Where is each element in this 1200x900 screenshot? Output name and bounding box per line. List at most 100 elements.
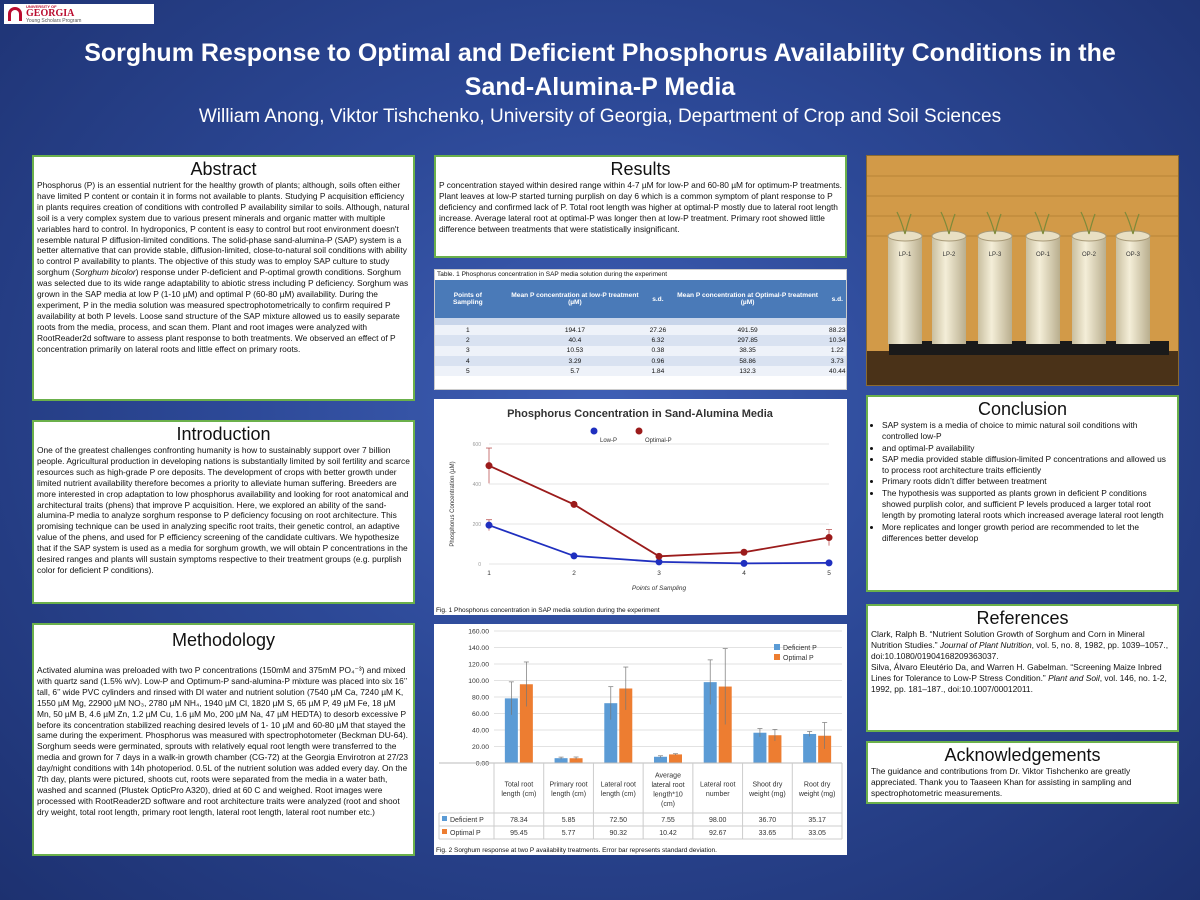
legend-label: Low-P [600,438,617,444]
arch-icon [8,7,22,21]
y-tick-label: 20.00 [472,744,489,751]
legend-label: Deficient P [783,645,817,652]
list-item: and optimal-P availability [882,443,1173,454]
y-tick-label: 0.00 [476,761,489,768]
bar [718,686,732,763]
cylinder-top [1071,230,1107,242]
y-tick-label: 0 [478,562,481,568]
cylinder-top [931,230,967,242]
table-header: Points of Sampling [435,280,501,318]
poster-authors: William Anong, Viktor Tishchenko, Univer… [198,106,1002,127]
reference-1: Clark, Ralph B. “Nutrient Solution Growt… [871,629,1169,661]
conclusion-heading: Conclusion [977,399,1068,419]
methodology-heading: Methodology [171,630,276,650]
results-heading: Results [610,159,671,179]
results-panel: Results P concentration stayed within de… [434,155,847,258]
cylinder-top [887,230,923,242]
table-row: 3 10.53 0.38 38.35 1.22 [435,345,846,356]
y-tick-label: 120.00 [468,662,489,669]
x-tick-label: 2 [572,570,576,577]
data-label: 33.05 [808,830,826,837]
y-tick-label: 160.00 [468,629,489,636]
poster-title: Sorghum Response to Optimal and Deficien… [20,36,1180,104]
category-label: Average lateral root length*10 (cm) [651,773,684,809]
table-row: 2 40.4 6.32 297.85 10.34 [435,335,846,346]
cylinder-label: OP-2 [1082,252,1097,258]
sorghum-sprout [1124,211,1140,235]
y-tick-label: 80.00 [472,695,489,702]
line-chart-panel: Phosphorus Concentration in Sand-Alumina… [434,399,847,615]
logo-line3: Young Scholars Program [26,17,82,24]
category-label: Shoot dry weight (mg) [748,782,786,799]
bar [803,733,817,763]
introduction-text: One of the greatest challenges confronti… [37,445,410,575]
cylinder-top [1025,230,1061,242]
bar [504,698,518,763]
cylinder-label: OP-3 [1126,252,1141,258]
abstract-text: Phosphorus (P) is an essential nutrient … [37,180,410,354]
sorghum-sprout [940,211,956,235]
data-point [740,559,748,567]
bar [569,758,583,763]
legend-label: Optimal P [783,655,814,662]
pvc-cylinder [932,236,966,344]
cylinder-top [1115,230,1151,242]
bar [768,735,782,763]
legend-marker [774,644,780,650]
list-item: SAP system is a media of choice to mimic… [882,420,1173,443]
abstract-heading: Abstract [190,159,257,179]
sorghum-sprout [986,211,1002,235]
sorghum-sprout [896,211,912,235]
pvc-cylinder [1072,236,1106,344]
x-tick-label: 5 [827,570,831,577]
introduction-heading: Introduction [176,424,271,444]
category-label: Lateral root number [700,782,735,799]
data-label: 33.65 [759,830,777,837]
bar-chart-panel: 0.00 20.00 40.00 60.00 80.00 100.00 120.00 140.… [434,624,847,855]
bar [619,688,633,763]
acknowledgements-panel: Acknowledgements The guidance and contri… [866,741,1179,804]
acknowledgements-heading: Acknowledgements [944,745,1101,765]
pvc-cylinder [888,236,922,344]
x-axis-label: Points of Sampling [632,585,687,592]
table-row: 5 5.7 1.84 132.3 40.44 [435,366,846,377]
methodology-text: Activated alumina was preloaded with two… [37,665,409,817]
title-line1: Sorghum Response to Optimal and Deficien… [84,39,1116,67]
fig2-caption: Fig. 2 Sorghum response at two P availab… [436,847,717,854]
y-axis-label: Phosphorus Concentration (µM) [450,461,456,546]
data-label: 92.67 [709,830,727,837]
fig1-caption: Fig. 1 Phosphorus concentration in SAP m… [436,607,660,614]
table-header: s.d. [649,280,667,318]
list-item: The hypothesis was supported as plants g… [882,488,1173,522]
bar [519,684,533,763]
y-tick-label: 60.00 [472,711,489,718]
pvc-cylinder [978,236,1012,344]
table-header: Mean P concentration at Optimal-P treatm… [666,280,829,318]
data-point [570,552,578,560]
results-text: P concentration stayed within desired ra… [439,180,843,234]
data-label: 36.70 [759,817,777,824]
data-point [825,534,833,542]
logo-line1: UNIVERSITY OF [26,3,57,9]
table-row: 1 194.17 27.26 491.59 88.23 [435,325,846,336]
series-row-label: Deficient P [450,817,484,824]
category-label: Root dry weight (mg) [798,782,836,799]
category-label: Lateral root length (cm) [601,782,636,799]
data-point [485,521,493,529]
legend-marker [774,654,780,660]
methodology-panel: Methodology Activated alumina was preloa… [32,623,415,856]
legend-marker [635,427,643,435]
data-point [655,558,663,566]
conclusion-panel: Conclusion SAP system is a media of choi… [866,395,1179,592]
list-item: Primary roots didn’t differ between trea… [882,476,1173,487]
reference-2: Silva, Álvaro Eleutério Da, and Warren H… [871,661,1167,694]
table-header: s.d. [828,280,846,318]
bar [604,703,618,763]
y-tick-label: 140.00 [468,645,489,652]
data-label: 90.32 [610,830,628,837]
phosphorus-table: Points of Sampling Mean P concentration … [435,280,846,377]
bar [818,735,832,763]
conclusion-list: SAP system is a media of choice to mimic… [868,420,1177,544]
series-row-label: Optimal P [450,830,481,837]
data-point [485,462,493,470]
